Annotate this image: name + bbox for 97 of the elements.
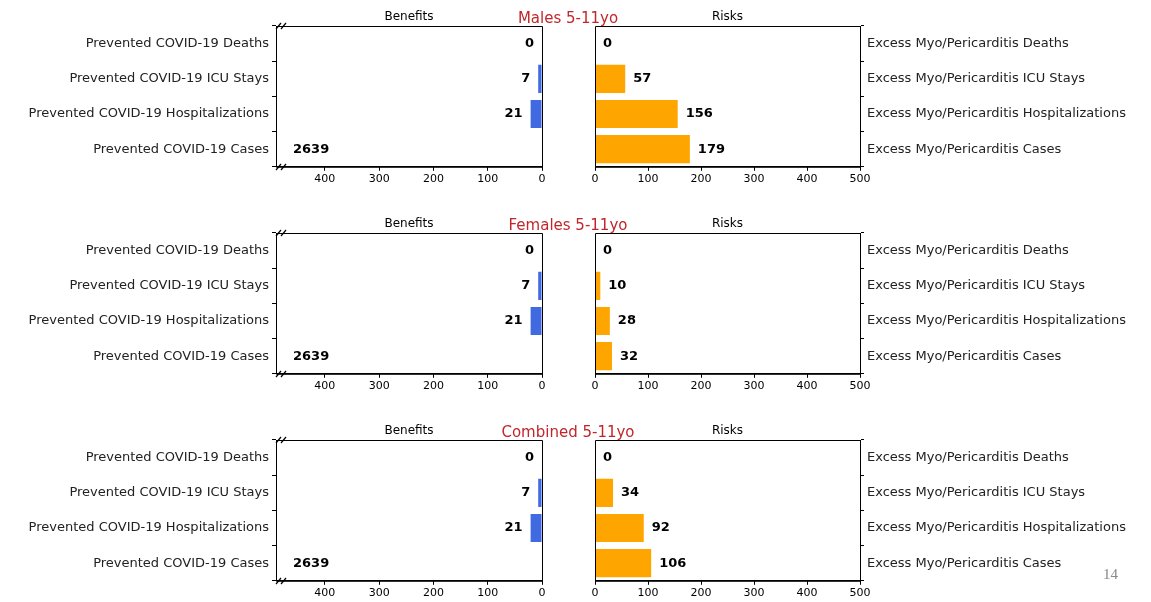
bar: [595, 64, 626, 93]
x-tick-label: 500: [849, 586, 871, 600]
x-tick-label: 0: [591, 586, 599, 600]
y-tick-label: Excess Myo/Pericarditis Deaths: [867, 448, 1070, 464]
y-tick-label: Prevented COVID-19 Cases: [93, 554, 270, 570]
x-tick-label: 400: [314, 172, 336, 186]
data-label: 7: [521, 484, 531, 500]
x-tick-label: 100: [637, 172, 659, 186]
chart-title: Benefits: [384, 9, 434, 24]
y-tick-label: Excess Myo/Pericarditis ICU Stays: [867, 70, 1086, 86]
y-tick-label: Excess Myo/Pericarditis Cases: [867, 347, 1062, 363]
data-label: 179: [697, 140, 726, 156]
x-tick-label: 400: [796, 586, 818, 600]
y-tick-label: Prevented COVID-19 Deaths: [85, 448, 270, 464]
x-tick-label: 100: [477, 586, 499, 600]
y-tick-label: Prevented COVID-19 Deaths: [85, 241, 270, 257]
x-tick-label: 300: [743, 586, 765, 600]
bar: [595, 99, 678, 129]
x-tick-label: 400: [314, 379, 336, 393]
x-tick-label: 0: [591, 379, 599, 393]
x-tick-label: 200: [422, 379, 444, 393]
data-label: 7: [521, 277, 531, 293]
data-label: 28: [617, 312, 636, 328]
y-tick-label: Prevented COVID-19 Hospitalizations: [28, 519, 270, 535]
x-tick-label: 500: [849, 172, 871, 186]
data-label: 0: [603, 34, 613, 50]
x-tick-label: 400: [314, 586, 336, 600]
y-tick-label: Excess Myo/Pericarditis Hospitalizations: [867, 519, 1127, 535]
y-tick-label: Excess Myo/Pericarditis Cases: [867, 554, 1062, 570]
chart-subtitle: Combined 5-11yo: [501, 423, 635, 441]
y-tick-label: Prevented COVID-19 ICU Stays: [69, 70, 270, 86]
x-tick-label: 300: [368, 379, 390, 393]
data-label: 7: [521, 70, 531, 86]
y-tick-label: Prevented COVID-19 Cases: [93, 347, 270, 363]
data-label: 0: [603, 448, 613, 464]
x-tick-label: 400: [796, 379, 818, 393]
x-tick-label: 100: [477, 379, 499, 393]
text: 2639: [293, 347, 330, 363]
y-tick-label: Excess Myo/Pericarditis Hospitalizations: [867, 105, 1127, 121]
chart-title: Benefits: [384, 423, 434, 438]
y-tick-label: Excess Myo/Pericarditis ICU Stays: [867, 277, 1086, 293]
y-tick-label: Prevented COVID-19 Hospitalizations: [28, 312, 270, 328]
y-tick-label: Prevented COVID-19 ICU Stays: [69, 484, 270, 500]
chart-subtitle: Males 5-11yo: [517, 9, 619, 27]
data-label: 0: [524, 34, 534, 50]
y-tick-label: Excess Myo/Pericarditis Deaths: [867, 34, 1070, 50]
x-tick-label: 300: [743, 172, 765, 186]
y-tick-label: Excess Myo/Pericarditis ICU Stays: [867, 484, 1086, 500]
x-tick-label: 400: [796, 172, 818, 186]
x-tick-label: 100: [637, 379, 659, 393]
x-tick-label: 300: [368, 586, 390, 600]
y-tick-label: Prevented COVID-19 Cases: [93, 140, 270, 156]
bar: [595, 478, 614, 507]
data-label: 0: [603, 241, 613, 257]
x-tick-label: 100: [637, 586, 659, 600]
text: 2639: [293, 140, 330, 156]
data-label: 57: [633, 70, 652, 86]
y-tick-label: Excess Myo/Pericarditis Cases: [867, 140, 1062, 156]
x-tick-label: 0: [538, 172, 546, 186]
chart-title: Risks: [711, 9, 744, 24]
bar: [595, 135, 690, 164]
data-label: 0: [524, 241, 534, 257]
y-tick-label: Excess Myo/Pericarditis Hospitalizations: [867, 312, 1127, 328]
y-tick-label: Prevented COVID-19 ICU Stays: [69, 277, 270, 293]
bar: [595, 513, 644, 543]
chart-title: Risks: [711, 216, 744, 231]
x-tick-label: 200: [422, 586, 444, 600]
x-tick-label: 200: [422, 172, 444, 186]
data-label: 156: [685, 105, 713, 121]
x-tick-label: 200: [690, 172, 712, 186]
text: 2639: [293, 554, 330, 570]
y-tick-label: Excess Myo/Pericarditis Deaths: [867, 241, 1070, 257]
bar: [595, 549, 652, 578]
x-tick-label: 200: [690, 586, 712, 600]
x-tick-label: 0: [538, 379, 546, 393]
y-tick-label: Prevented COVID-19 Hospitalizations: [28, 105, 270, 121]
x-tick-label: 100: [477, 172, 499, 186]
data-label: 21: [504, 312, 523, 328]
data-label: 21: [504, 105, 523, 121]
chart-subtitle: Females 5-11yo: [508, 216, 628, 234]
data-label: 92: [651, 519, 670, 535]
data-label: 32: [619, 347, 639, 363]
x-tick-label: 0: [591, 172, 599, 186]
data-label: 10: [608, 277, 627, 293]
x-tick-label: 0: [538, 586, 546, 600]
x-tick-label: 300: [743, 379, 765, 393]
data-label: 34: [621, 484, 640, 500]
data-label: 106: [659, 554, 687, 570]
x-tick-label: 300: [368, 172, 390, 186]
data-label: 0: [524, 448, 534, 464]
data-label: 21: [504, 519, 523, 535]
x-tick-label: 200: [690, 379, 712, 393]
text: 14: [1103, 566, 1118, 583]
x-tick-label: 500: [849, 379, 871, 393]
chart-title: Risks: [711, 423, 744, 438]
chart-title: Benefits: [384, 216, 434, 231]
y-tick-label: Prevented COVID-19 Deaths: [85, 34, 270, 50]
